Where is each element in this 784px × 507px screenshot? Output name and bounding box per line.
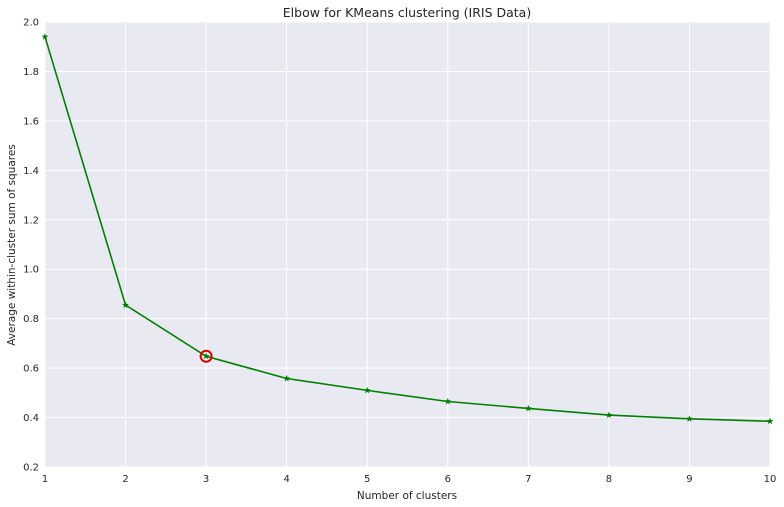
y-tick-label: 0.4 xyxy=(23,413,39,424)
x-tick-label: 3 xyxy=(203,474,209,485)
y-tick-label: 1.2 xyxy=(23,215,39,226)
y-tick-labels: 0.2 0.4 0.6 0.8 1.0 1.2 1.4 1.6 1.8 2.0 xyxy=(23,18,39,474)
highlight-layer xyxy=(199,349,213,363)
data-point-marker xyxy=(686,415,693,422)
y-tick-label: 1.4 xyxy=(23,166,39,177)
data-point-marker xyxy=(283,374,291,382)
series-line xyxy=(44,36,771,423)
data-point-marker xyxy=(605,411,613,418)
data-point-marker xyxy=(524,404,532,412)
x-tick-label: 9 xyxy=(686,474,692,485)
chart-title: Elbow for KMeans clustering (IRIS Data) xyxy=(283,5,531,20)
x-tick-label: 5 xyxy=(364,474,370,485)
plot-area xyxy=(45,22,770,467)
y-tick-label: 1.6 xyxy=(23,116,39,127)
y-tick-label: 0.2 xyxy=(23,463,39,474)
elbow-highlight-circle xyxy=(199,349,213,363)
x-tick-label: 6 xyxy=(445,474,451,485)
grid xyxy=(44,21,771,468)
data-point-marker xyxy=(41,33,49,40)
x-axis-label: Number of clusters xyxy=(357,490,457,502)
x-tick-label: 2 xyxy=(122,474,128,485)
y-tick-label: 1.0 xyxy=(23,265,39,276)
x-tick-label: 8 xyxy=(606,474,612,485)
x-tick-label: 1 xyxy=(42,474,48,485)
data-point-marker xyxy=(202,352,210,360)
y-tick-label: 2.0 xyxy=(23,18,39,29)
x-tick-label: 10 xyxy=(764,474,777,485)
y-tick-label: 1.8 xyxy=(23,67,39,78)
series-layer xyxy=(41,33,774,425)
x-tick-label: 7 xyxy=(525,474,531,485)
data-point-marker xyxy=(766,417,774,425)
data-point-marker xyxy=(122,301,129,308)
y-axis-label: Average within-cluster sum of squares xyxy=(6,144,18,346)
y-tick-label: 0.8 xyxy=(23,314,39,325)
data-point-marker xyxy=(363,386,371,394)
x-tick-labels: 1 2 3 4 5 6 7 8 9 10 xyxy=(42,474,777,485)
data-point-marker xyxy=(444,397,452,405)
y-tick-label: 0.6 xyxy=(23,364,39,375)
x-tick-label: 4 xyxy=(283,474,289,485)
